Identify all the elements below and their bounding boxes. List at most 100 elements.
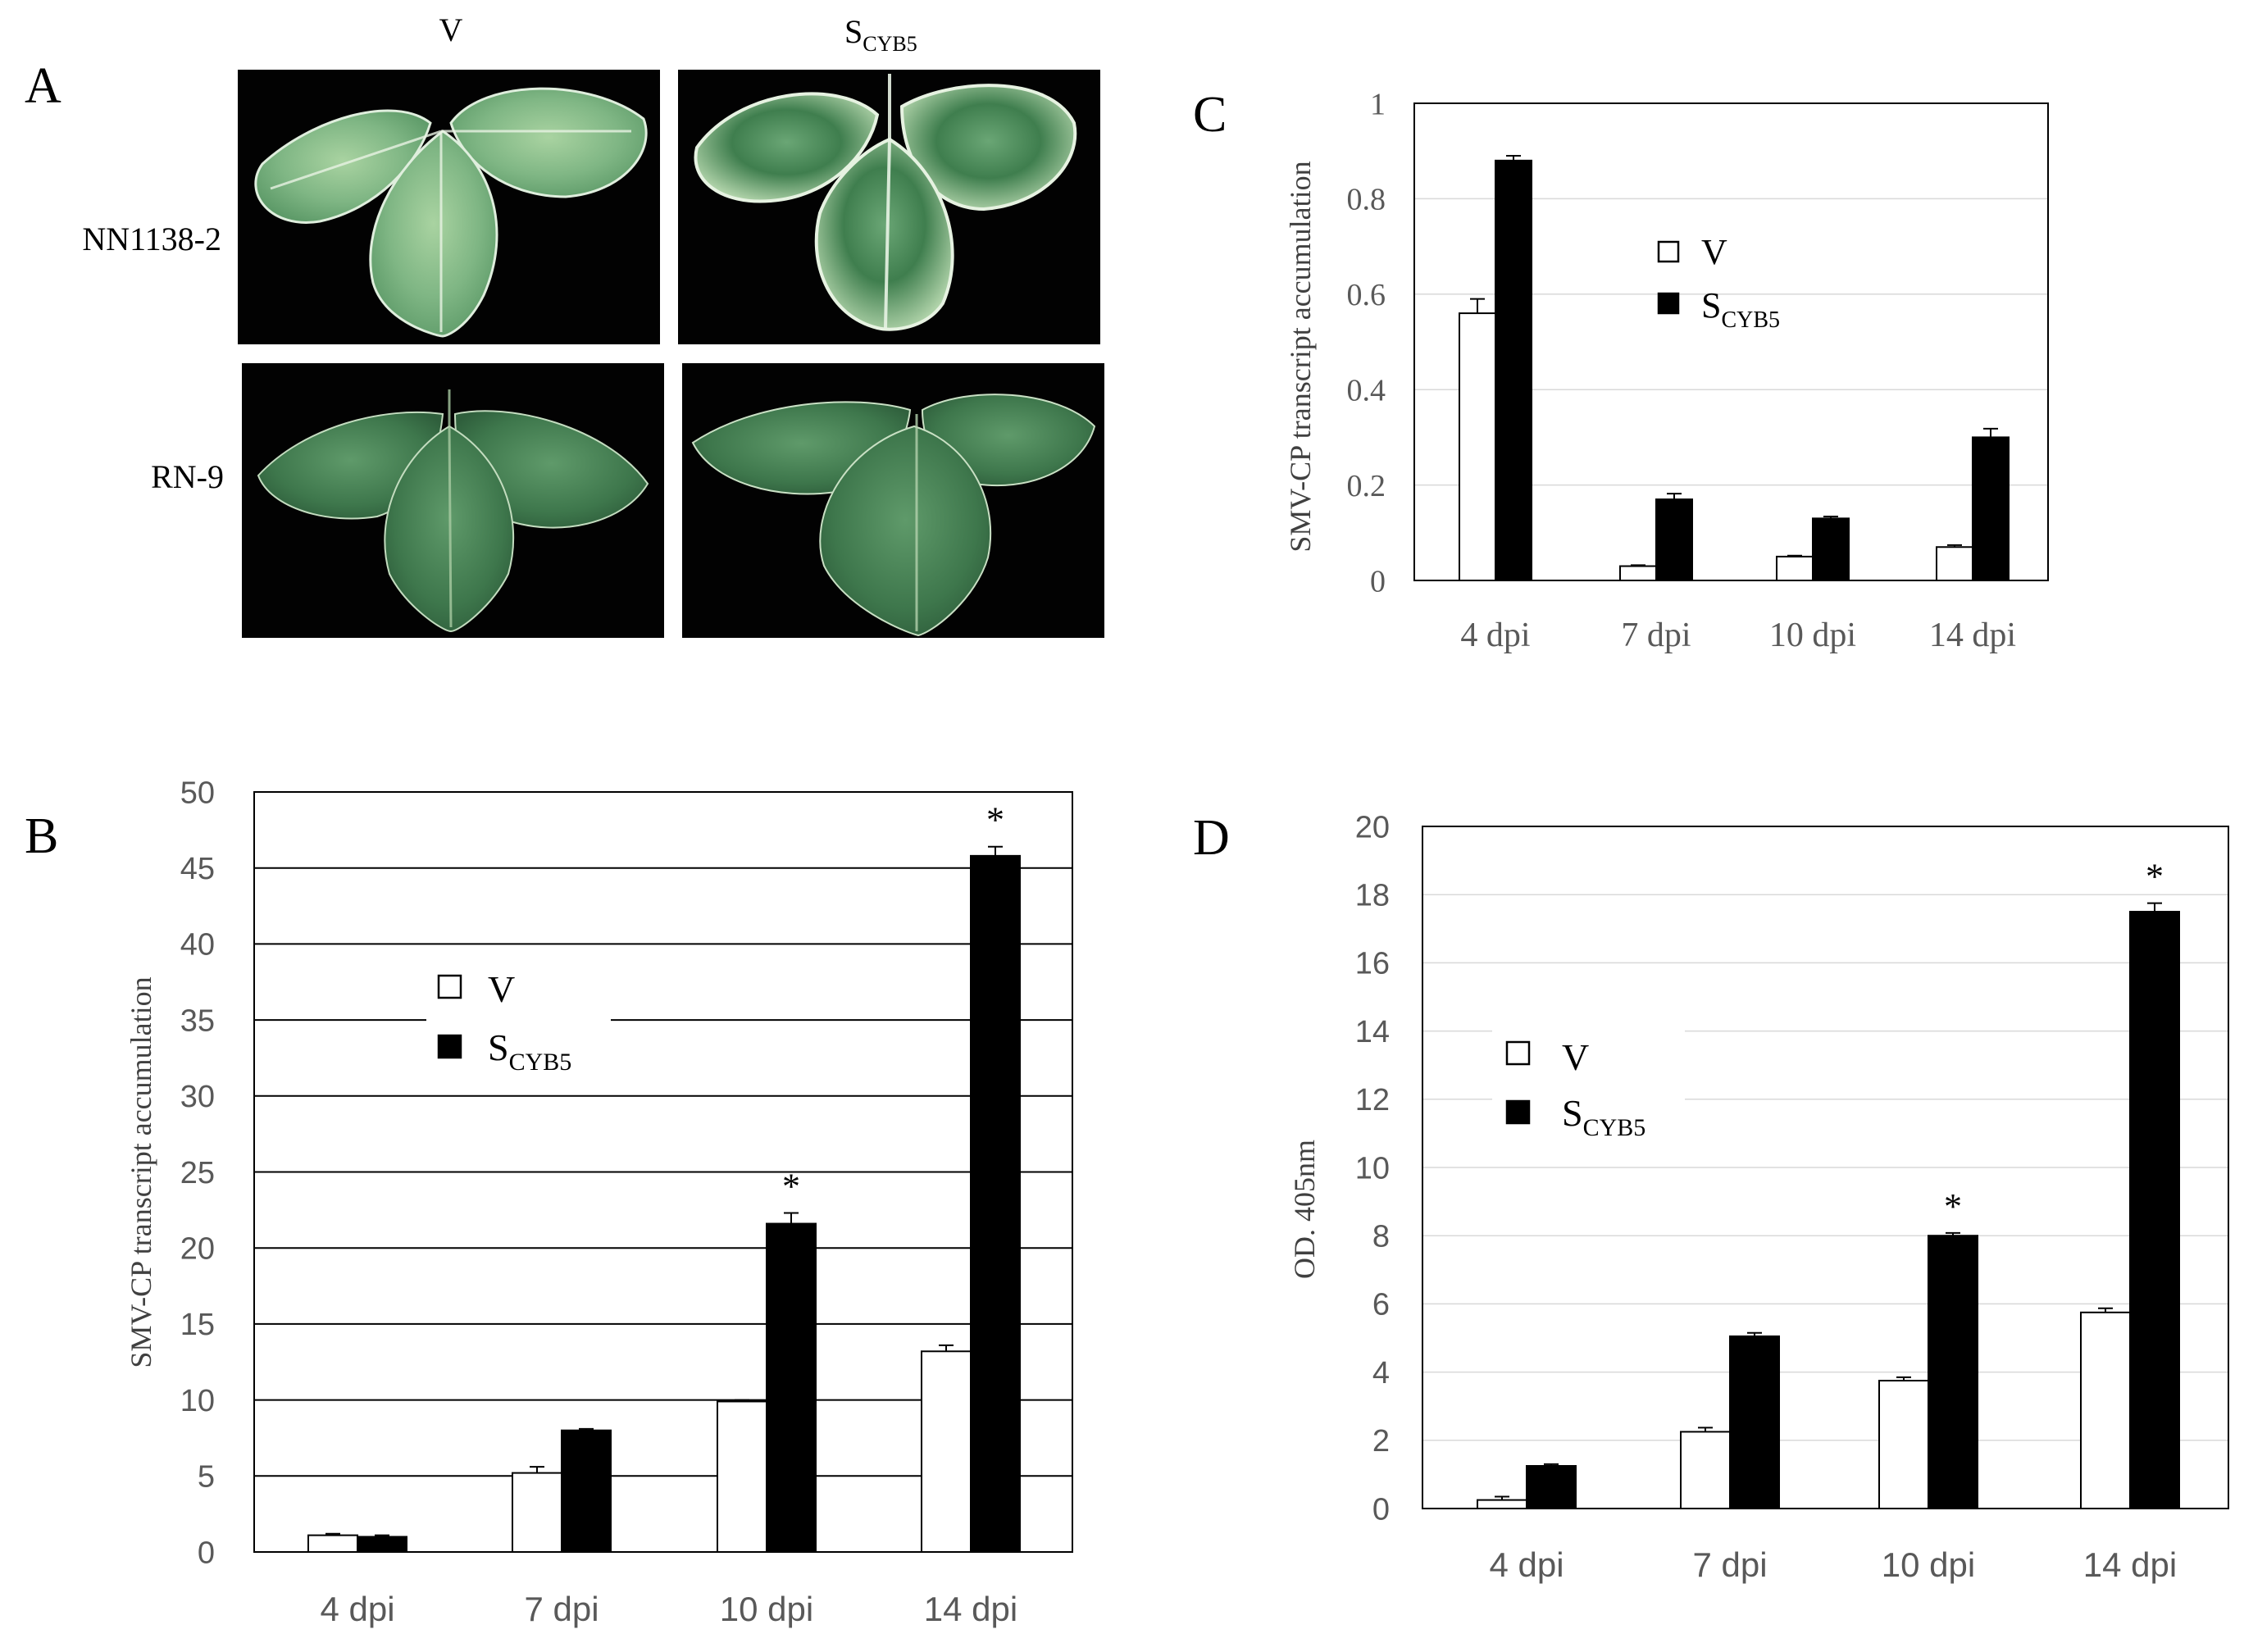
chart-b-bar-s-2 bbox=[766, 1222, 817, 1553]
chart-b-legend-patch-v bbox=[437, 974, 462, 999]
panel-letter-c: C bbox=[1193, 87, 1227, 143]
chart-d-ytick-label: 18 bbox=[1355, 879, 1390, 913]
chart-d-plot-frame bbox=[1422, 826, 2229, 1509]
chart-d-bar-s-1 bbox=[1729, 1335, 1780, 1510]
chart-c-bar-s-2 bbox=[1812, 517, 1850, 582]
chart-c-ytick-label: 1 bbox=[1370, 87, 1386, 121]
column-label-subscript: CYB5 bbox=[863, 32, 917, 56]
chart-d-ytick-label: 14 bbox=[1355, 1015, 1390, 1049]
chart-b-ytick-label: 30 bbox=[180, 1080, 215, 1114]
chart-b-xtick-label: 10 dpi bbox=[720, 1590, 813, 1628]
chart-b-bar-s-1 bbox=[561, 1429, 612, 1554]
chart-b-ytick-label: 0 bbox=[198, 1536, 215, 1570]
chart-d-legend-s-main: S bbox=[1562, 1092, 1583, 1134]
chart-c-legend-patch-s bbox=[1657, 292, 1680, 315]
chart-d-ytick-label: 12 bbox=[1355, 1083, 1390, 1117]
chart-b-bar-v-3 bbox=[921, 1350, 972, 1553]
chart-c-ytick-label: 0.8 bbox=[1347, 183, 1386, 217]
chart-d-significance-star: * bbox=[2146, 857, 2164, 897]
chart-d-legend-patch-s bbox=[1505, 1099, 1531, 1125]
chart-d-ytick-label: 8 bbox=[1372, 1220, 1390, 1254]
chart-b-ylabel: SMV-CP transcript accumulation bbox=[125, 976, 157, 1368]
leaf-photo-nn1138-v bbox=[238, 70, 660, 344]
chart-c-bar-s-1 bbox=[1655, 498, 1693, 581]
panel-letter-a: A bbox=[25, 58, 61, 114]
chart-d-xtick-label: 14 dpi bbox=[2083, 1545, 2177, 1584]
chart-b-legend-s: SCYB5 bbox=[488, 1026, 571, 1076]
chart-c: C SMV-CP transcript accumulation 0 0.2 0.4… bbox=[1193, 87, 2049, 654]
column-label-v: V bbox=[439, 11, 463, 48]
chart-d-bar-v-0 bbox=[1477, 1499, 1527, 1509]
chart-d-bar-v-1 bbox=[1680, 1431, 1731, 1510]
chart-d-bars: ** bbox=[1477, 857, 2180, 1510]
chart-c-legend-s-main: S bbox=[1701, 285, 1721, 325]
chart-c-legend-patch-v bbox=[1657, 240, 1680, 263]
chart-d-bar-v-2 bbox=[1878, 1380, 1929, 1509]
chart-d-ytick-label: 2 bbox=[1372, 1424, 1390, 1459]
chart-c-bars bbox=[1459, 155, 2010, 582]
chart-c-ylabel: SMV-CP transcript accumulation bbox=[1284, 161, 1317, 552]
chart-d-xtick-label: 4 dpi bbox=[1489, 1545, 1564, 1584]
chart-b-ytick-label: 40 bbox=[180, 928, 215, 963]
chart-b-ytick-label: 20 bbox=[180, 1232, 215, 1267]
column-label-s: S bbox=[844, 13, 863, 50]
chart-d-bar-s-3 bbox=[2129, 911, 2180, 1509]
row-label-rn9: RN-9 bbox=[151, 458, 224, 495]
chart-c-plot-frame bbox=[1413, 102, 2049, 581]
chart-d-legend-s-sub: CYB5 bbox=[1583, 1114, 1646, 1141]
chart-d-ytick-label: 6 bbox=[1372, 1288, 1390, 1322]
chart-b-ticks: 0 5 10 15 20 25 30 35 40 45 50 4 dpi 7 dpi 10 dpi 14 d… bbox=[180, 776, 1018, 1628]
chart-c-ticks: 00.20.40.60.814 dpi 7 dpi 10 dpi 14 dpi bbox=[1347, 87, 2017, 654]
panel-a: A V SCYB5 NN1138-2 RN-9 bbox=[25, 11, 1104, 638]
chart-c-bar-s-0 bbox=[1495, 159, 1532, 581]
chart-d-ylabel: OD. 405nm bbox=[1288, 1140, 1321, 1279]
row-label-nn1138: NN1138-2 bbox=[82, 221, 221, 257]
chart-b-ytick-label: 5 bbox=[198, 1460, 215, 1495]
chart-b-bar-s-0 bbox=[357, 1536, 407, 1553]
chart-c-ytick-label: 0.4 bbox=[1347, 374, 1386, 408]
chart-d-ytick-label: 4 bbox=[1372, 1356, 1390, 1390]
chart-b-gridlines bbox=[254, 867, 1072, 1477]
chart-d-xtick-label: 10 dpi bbox=[1882, 1545, 1975, 1584]
chart-c-legend: V SCYB5 bbox=[1657, 232, 1780, 333]
chart-d-ytick-label: 20 bbox=[1355, 810, 1390, 844]
chart-c-legend-v: V bbox=[1701, 232, 1727, 272]
chart-c-xtick-label: 4 dpi bbox=[1460, 617, 1530, 654]
leaf-photo-rn9-s bbox=[682, 363, 1104, 638]
chart-c-bar-v-2 bbox=[1776, 555, 1814, 582]
chart-c-bar-s-3 bbox=[1972, 436, 2010, 582]
chart-b-ytick-label: 35 bbox=[180, 1003, 215, 1038]
chart-d-legend-patch-v bbox=[1505, 1040, 1531, 1066]
leaf-photo-rn9-v bbox=[242, 363, 664, 638]
chart-d-ytick-label: 16 bbox=[1355, 947, 1390, 981]
chart-c-bar-v-1 bbox=[1619, 565, 1657, 581]
chart-c-legend-s-sub: CYB5 bbox=[1721, 307, 1780, 333]
chart-d-ticks: 0 2 4 6 8 10 12 14 16 18 20 4 dpi 7 dpi 10 dpi 14 dpi bbox=[1355, 810, 2178, 1584]
chart-b-xtick-label: 4 dpi bbox=[320, 1590, 394, 1628]
chart-b-bars: ** bbox=[307, 800, 1021, 1554]
chart-c-ytick-label: 0.2 bbox=[1347, 469, 1386, 503]
chart-b-xtick-label: 14 dpi bbox=[924, 1590, 1017, 1628]
chart-b-legend-patch-s bbox=[437, 1034, 462, 1059]
chart-b-bar-s-3 bbox=[970, 854, 1021, 1554]
leaf-photo-nn1138-s bbox=[678, 70, 1100, 344]
panel-letter-b: B bbox=[25, 808, 58, 864]
chart-b-ytick-label: 45 bbox=[180, 852, 215, 886]
chart-d-legend: V SCYB5 bbox=[1492, 1021, 1685, 1144]
chart-d-legend-v: V bbox=[1562, 1036, 1589, 1078]
chart-b-significance-star: * bbox=[986, 800, 1004, 840]
chart-b-legend-v: V bbox=[488, 968, 515, 1010]
chart-c-ytick-label: 0 bbox=[1370, 564, 1386, 598]
chart-d-ytick-label: 0 bbox=[1372, 1492, 1390, 1527]
chart-b-bar-v-1 bbox=[512, 1472, 562, 1554]
chart-d-significance-star: * bbox=[1944, 1186, 1962, 1226]
chart-d-legend-s: SCYB5 bbox=[1562, 1092, 1645, 1141]
chart-c-xtick-label: 14 dpi bbox=[1929, 617, 2016, 654]
chart-b: B SMV-CP transcript accumulation ** 0 5 10… bbox=[25, 776, 1073, 1628]
chart-c-ytick-label: 0.6 bbox=[1347, 278, 1386, 312]
chart-b-ytick-label: 10 bbox=[180, 1384, 215, 1418]
chart-b-plot-frame bbox=[253, 791, 1073, 1553]
chart-c-bar-v-3 bbox=[1936, 546, 1973, 582]
chart-c-bar-v-0 bbox=[1459, 312, 1496, 581]
